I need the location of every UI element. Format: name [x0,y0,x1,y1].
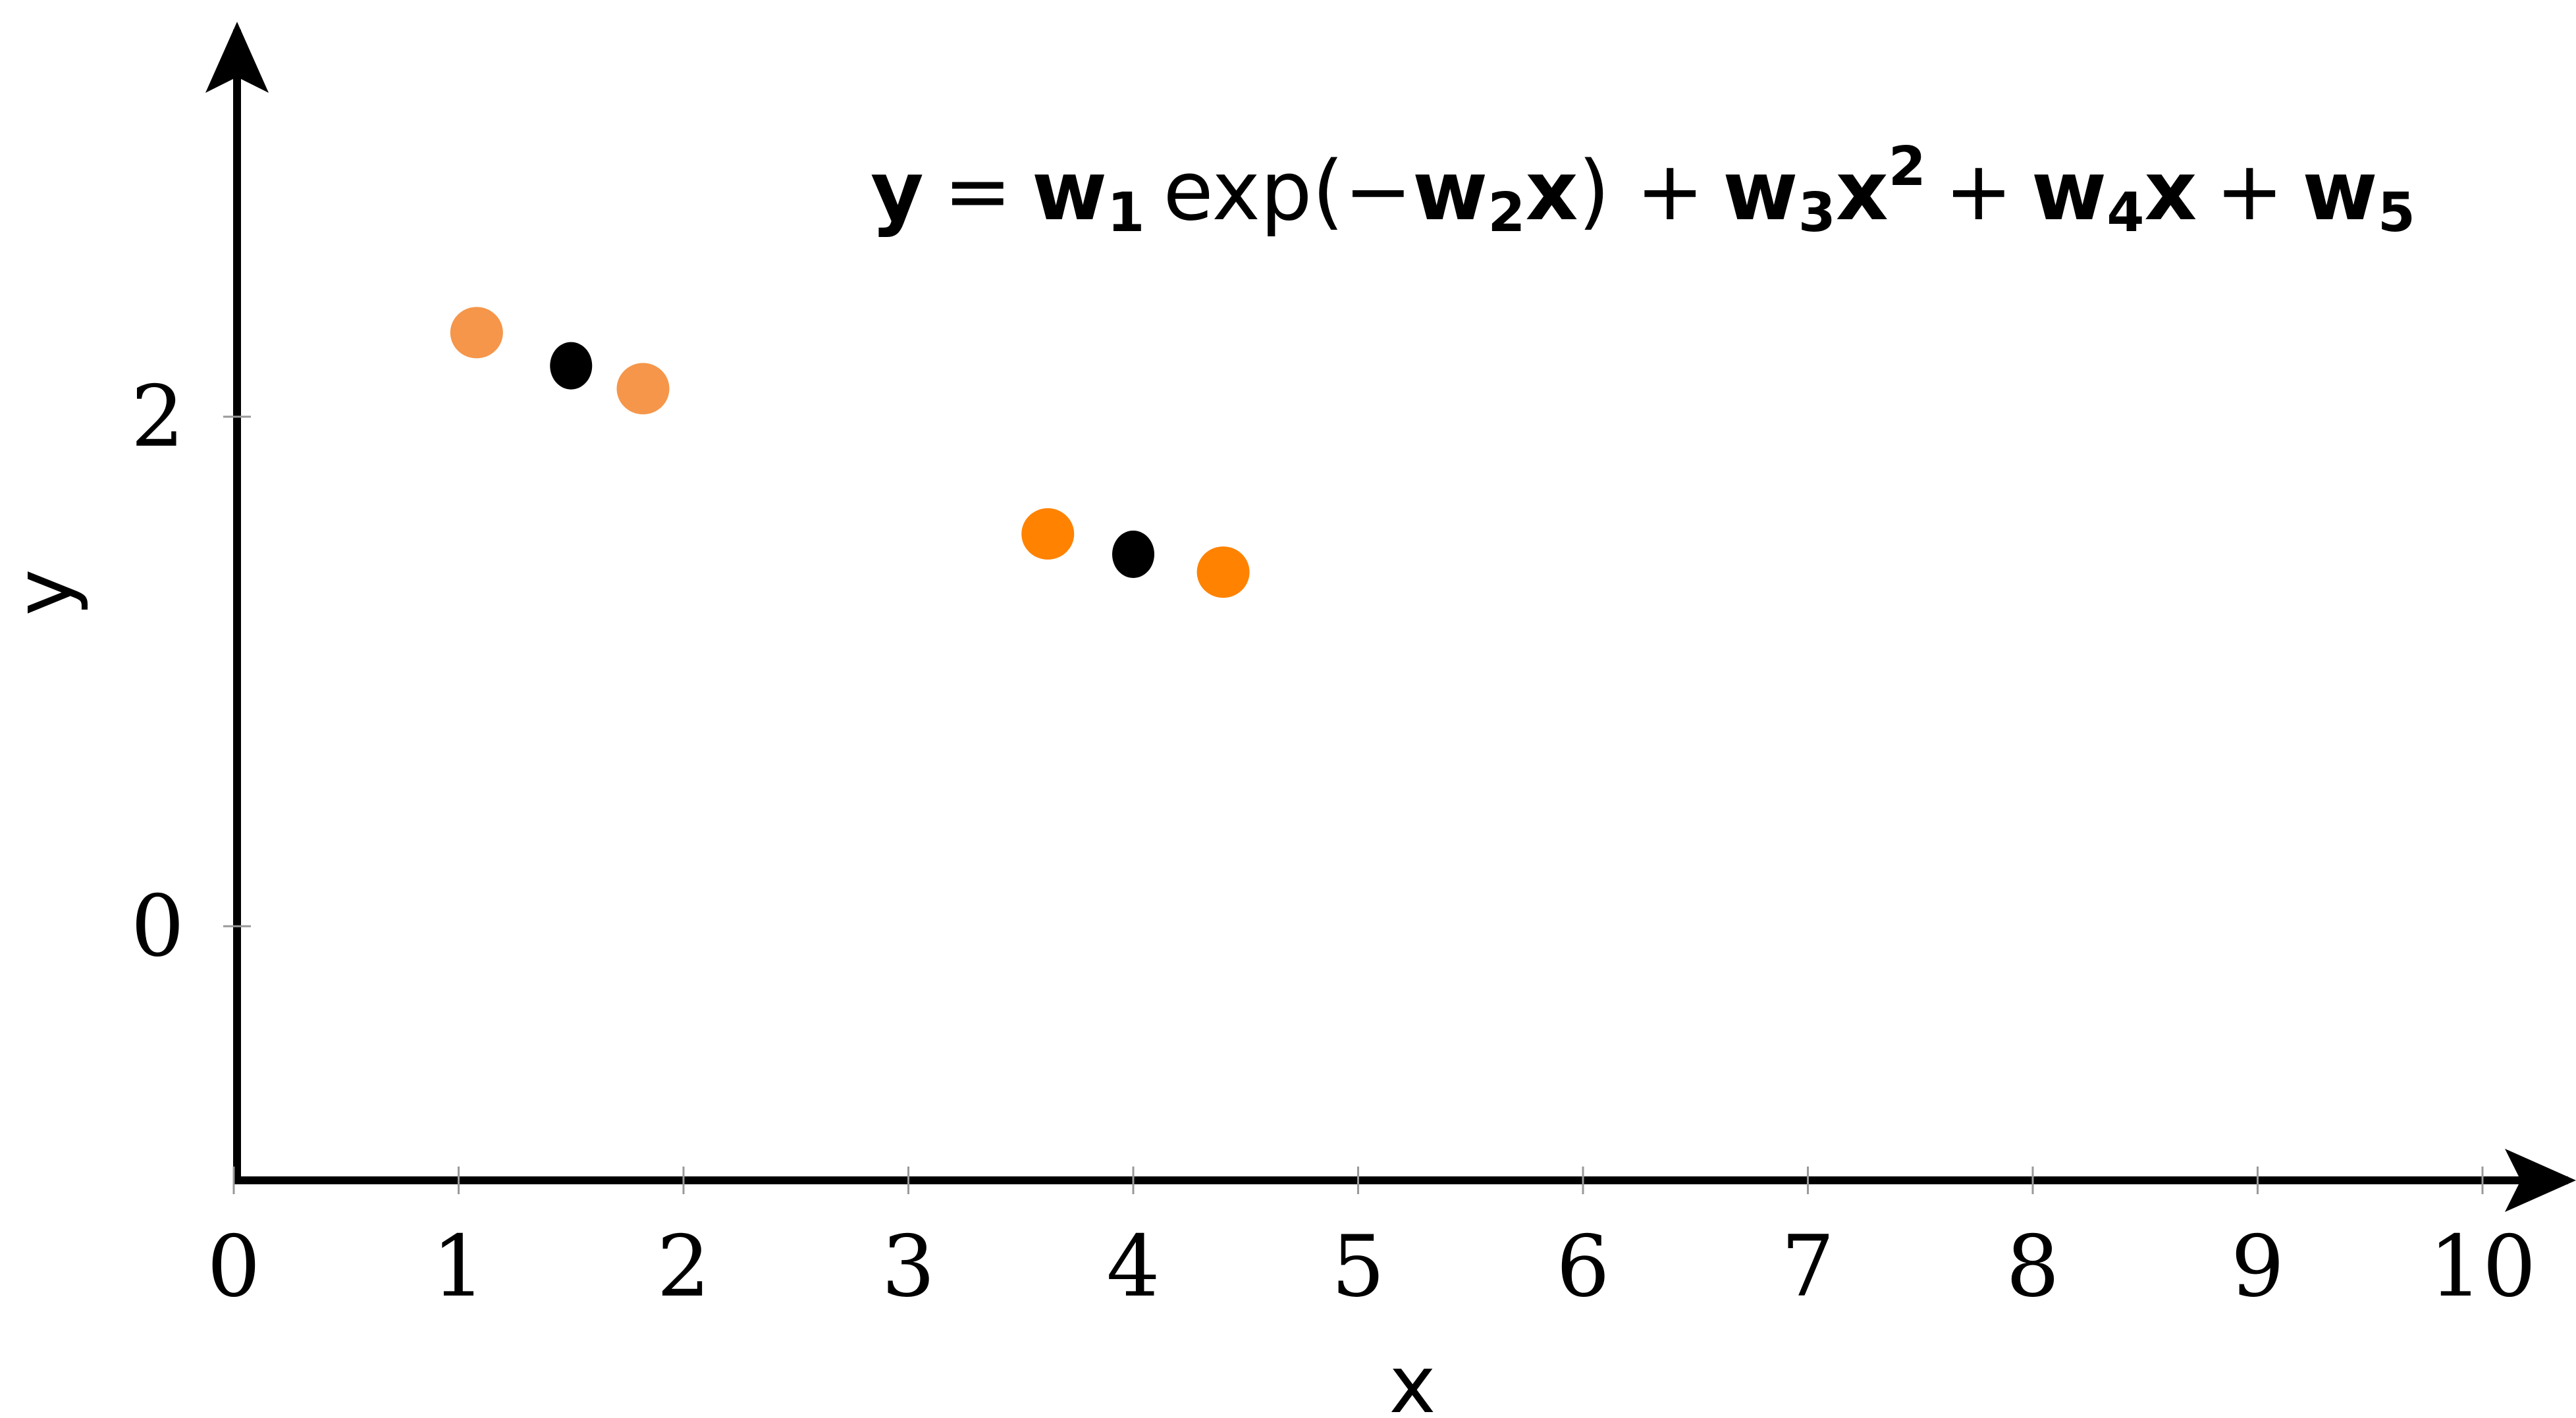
x-axis-title: x [1389,1340,1436,1418]
x-tick-label: 2 [657,1218,710,1316]
y-tick-label: 0 [131,878,184,976]
data-point [450,307,503,359]
data-point [1112,530,1154,578]
x-tick-label: 3 [882,1218,935,1316]
y-ticks: 02 [131,368,251,976]
data-point [1021,508,1075,560]
data-point [616,363,670,415]
data-point [550,342,593,390]
y-axis-title: y [0,569,90,616]
x-tick-label: 4 [1106,1218,1160,1316]
y-tick-label: 2 [131,368,184,466]
x-tick-label: 9 [2231,1218,2284,1316]
x-tick-label: 7 [1781,1218,1835,1316]
data-point [1196,546,1250,598]
x-tick-label: 5 [1331,1218,1385,1316]
x-tick-label: 10 [2429,1218,2536,1316]
equation-annotation: y = w1 exp(−w2x) + w3x2 + w4x + w5 [871,136,2415,244]
x-tick-label: 6 [1556,1218,1609,1316]
x-tick-label: 1 [432,1218,485,1316]
x-tick-label: 8 [2006,1218,2059,1316]
data-points [450,307,1250,598]
x-ticks: 0 1 2 3 4 5 6 7 8 9 10 [207,1167,2536,1316]
x-tick-label: 0 [207,1218,260,1316]
